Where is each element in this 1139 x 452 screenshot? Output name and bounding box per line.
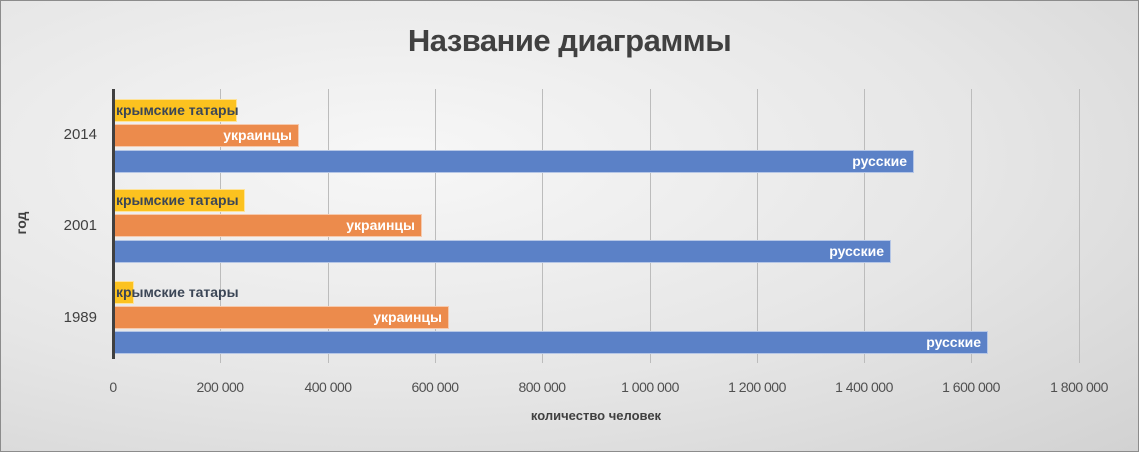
data-label: крымские татары [116, 192, 239, 208]
bar-1989-russians[interactable]: русские [113, 331, 988, 354]
x-tick: 1 000 000 [621, 379, 679, 395]
data-label: украинцы [373, 309, 442, 325]
x-tick: 600 000 [411, 379, 459, 395]
x-tick: 1 400 000 [835, 379, 893, 395]
chart-title[interactable]: Название диаграммы [407, 23, 732, 58]
gridline [1079, 89, 1080, 363]
x-tick: 1 800 000 [1050, 379, 1108, 395]
gridline [542, 89, 543, 363]
data-label: украинцы [223, 127, 292, 143]
x-tick: 1 200 000 [728, 379, 786, 395]
x-tick: 1 600 000 [942, 379, 1000, 395]
bar-2014-crimean-tatars[interactable]: крымские татары [113, 99, 239, 122]
gridline [650, 89, 651, 363]
data-label: русские [852, 153, 907, 169]
x-axis-title[interactable]: количество человек [530, 408, 662, 423]
data-label: крымские татары [116, 102, 239, 118]
data-label: русские [926, 334, 981, 350]
bar-2001-russians[interactable]: русские [113, 240, 891, 263]
bar-1989-crimean-tatars[interactable]: крымские татары [113, 281, 239, 304]
bar-2001-ukrainians[interactable]: украинцы [113, 214, 422, 237]
x-tick: 800 000 [518, 379, 566, 395]
bar-2001-crimean-tatars[interactable]: крымские татары [113, 189, 245, 212]
y-axis-title[interactable]: год [13, 211, 29, 235]
bar-2014-ukrainians[interactable]: украинцы [113, 124, 299, 147]
bar-1989-ukrainians[interactable]: украинцы [113, 306, 449, 329]
gridline [864, 89, 865, 363]
gridline [435, 89, 436, 363]
data-label: русские [829, 243, 884, 259]
data-label: украинцы [346, 217, 415, 233]
bar-2014-russians[interactable]: русские [113, 150, 914, 173]
y-tick-2014: 2014 [63, 126, 97, 143]
x-tick: 400 000 [304, 379, 352, 395]
plot-area: крымские татары украинцы русские крымски… [113, 89, 1093, 363]
y-tick-2001: 2001 [63, 217, 97, 234]
y-tick-1989: 1989 [63, 309, 97, 326]
gridline [757, 89, 758, 363]
y-axis-line [112, 89, 115, 359]
x-tick: 200 000 [196, 379, 244, 395]
x-tick: 0 [109, 379, 117, 395]
gridline [971, 89, 972, 363]
data-label: крымские татары [116, 284, 239, 300]
